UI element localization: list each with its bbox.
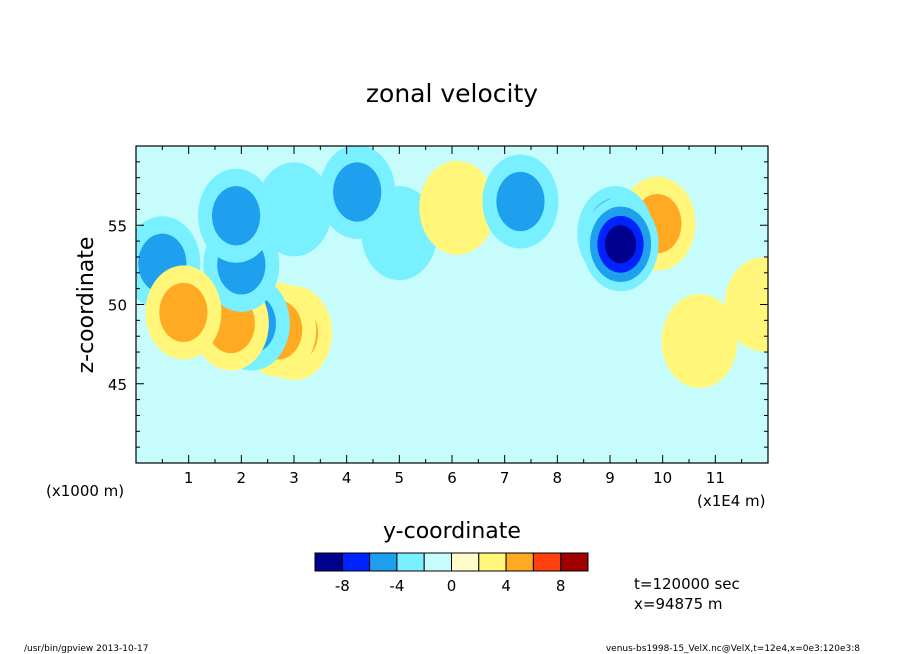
x-tick-label: 6	[447, 469, 457, 487]
contour-band	[661, 293, 738, 388]
x-unit-label: (x1E4 m)	[697, 492, 766, 510]
contour-feature	[256, 162, 332, 257]
x-axis: 1 2 3 4 5 6 7 8 9 10 11	[135, 146, 769, 487]
contour-band	[333, 162, 382, 222]
contour-feature	[145, 265, 222, 360]
x-tick-label: 3	[289, 469, 299, 487]
colorbar-swatch	[560, 552, 589, 572]
contour-band	[604, 225, 637, 264]
contour-feature	[582, 197, 659, 292]
contour-band	[724, 257, 768, 352]
colorbar-tick-label: -4	[389, 577, 404, 595]
chart-title: zonal velocity	[366, 79, 538, 108]
colorbar-swatch	[451, 552, 480, 572]
x-tick-label: 1	[184, 469, 194, 487]
contour-band	[211, 186, 261, 246]
x-tick-label: 7	[500, 469, 510, 487]
contour-band	[496, 171, 545, 232]
x-tick-label: 8	[553, 469, 563, 487]
time-label: t=120000 sec	[634, 575, 740, 593]
contour-feature	[419, 160, 496, 255]
contour-feature	[319, 146, 396, 239]
colorbar-swatch	[341, 552, 371, 572]
colorbar-swatch	[532, 552, 562, 572]
footer-left: /usr/bin/gpview 2013-10-17	[24, 644, 148, 654]
y-tick-label: 50	[108, 297, 127, 315]
y-axis: 45 50 55	[108, 145, 768, 464]
colorbar-swatch	[314, 552, 343, 572]
x-tick-label: 2	[237, 469, 247, 487]
x-tick-label: 5	[395, 469, 405, 487]
contour-feature	[198, 168, 275, 263]
colorbar-tick-label: 4	[501, 577, 511, 595]
y-axis-label: z-coordinate	[74, 237, 99, 374]
position-label: x=94875 m	[634, 595, 723, 613]
contour-feature	[661, 293, 738, 388]
y-tick-label: 45	[108, 376, 127, 394]
colorbar-swatch	[423, 552, 453, 572]
colorbar-tick-label: 8	[556, 577, 566, 595]
contour-band	[159, 282, 208, 343]
colorbar-tick-label: 0	[447, 577, 457, 595]
footer-right: venus-bs1998-15_VelX.nc@VelX,t=12e4,x=0e…	[606, 644, 860, 654]
x-tick-label: 10	[653, 469, 672, 487]
colorbar: -8 -4 0 4 8	[314, 552, 589, 595]
colorbar-swatch	[396, 552, 425, 572]
velocity-field	[136, 146, 768, 388]
contour-feature	[724, 257, 768, 352]
contour-feature	[482, 154, 559, 249]
x-tick-label: 11	[706, 469, 725, 487]
x-axis-label: y-coordinate	[383, 519, 521, 544]
x-tick-label: 4	[342, 469, 352, 487]
plot-area	[136, 146, 768, 463]
colorbar-swatch	[505, 552, 534, 572]
y-tick-label: 55	[108, 217, 127, 235]
colorbar-swatch	[369, 552, 398, 572]
y-unit-label: (x1000 m)	[46, 482, 124, 500]
contour-band	[256, 162, 332, 257]
contour-band	[419, 160, 496, 255]
colorbar-tick-label: -8	[335, 577, 350, 595]
x-tick-label: 9	[605, 469, 615, 487]
colorbar-swatch	[478, 552, 507, 572]
